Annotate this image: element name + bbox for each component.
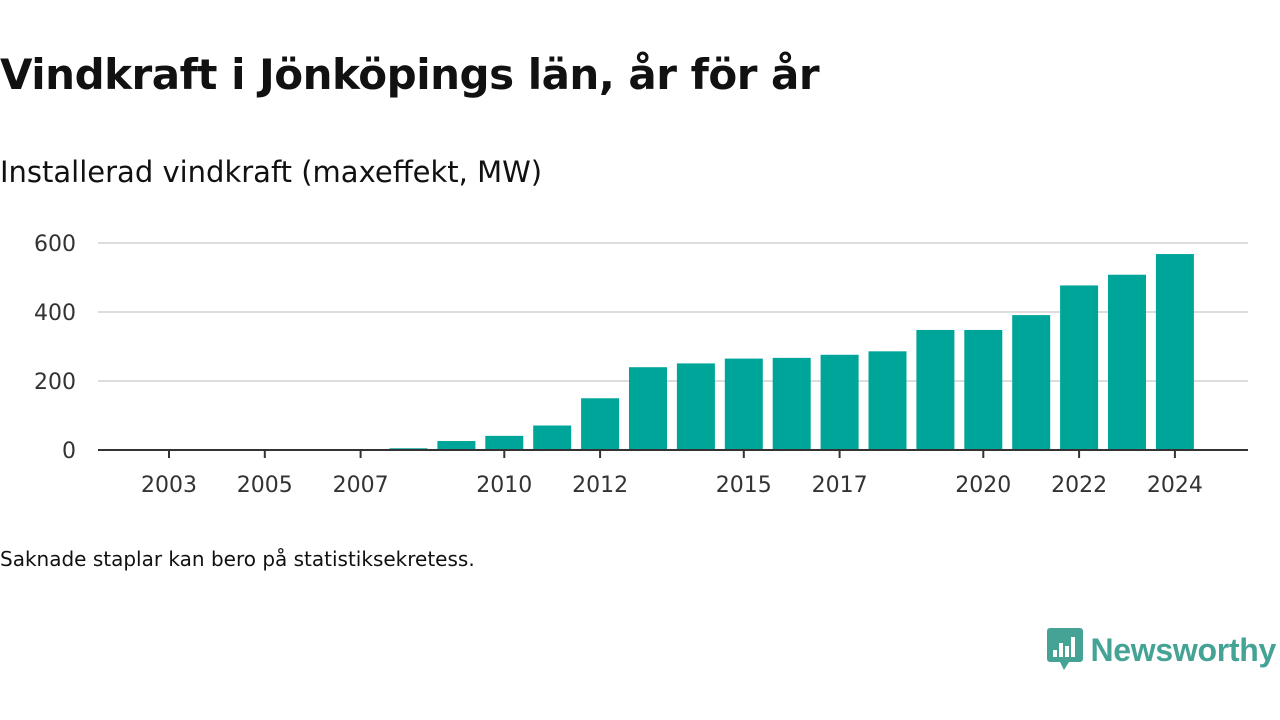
bar-2024 (1155, 254, 1194, 450)
y-tick-label-600: 600 (34, 232, 76, 257)
bar-2021 (1012, 315, 1051, 450)
axes (98, 449, 1248, 458)
bar-2014 (676, 363, 715, 450)
bar-2017 (820, 354, 859, 450)
bar-2023 (1108, 274, 1146, 450)
bar-2011 (533, 425, 572, 450)
newsworthy-logo[interactable]: Newsworthy (1046, 628, 1277, 672)
x-tick-label-2005: 2005 (237, 473, 293, 498)
bar-2020 (964, 329, 1003, 450)
chart-subtitle: Installerad vindkraft (maxeffekt, MW) (0, 155, 543, 189)
x-tick-label-2015: 2015 (716, 473, 772, 498)
x-tick-label-2012: 2012 (572, 473, 628, 498)
bar-2009 (437, 441, 476, 450)
chart-title: Vindkraft i Jönköpings län, år för år (0, 50, 820, 99)
bar-2019 (916, 329, 955, 450)
x-tick-label-2007: 2007 (333, 473, 389, 498)
bar-2015 (724, 358, 763, 450)
bar-2022 (1060, 285, 1099, 450)
x-tick-label-2017: 2017 (812, 473, 868, 498)
x-tick-label-2022: 2022 (1051, 473, 1107, 498)
footnote: Saknade staplar kan bero på statistiksek… (0, 547, 475, 571)
newsworthy-chat-icon (1046, 628, 1083, 670)
bar-2013 (629, 367, 667, 450)
gridlines (98, 242, 1248, 382)
bar-2012 (581, 398, 620, 450)
bar-2016 (772, 357, 811, 450)
x-tick-label-2020: 2020 (955, 473, 1011, 498)
bars (389, 254, 1194, 450)
brand-name: Newsworthy (1090, 631, 1277, 668)
y-tick-label-200: 200 (34, 370, 76, 395)
x-tick-label-2010: 2010 (476, 473, 532, 498)
y-tick-label-0: 0 (62, 439, 76, 464)
bar-2010 (485, 435, 524, 450)
y-tick-labels: 0 200 400 600 (34, 232, 76, 464)
x-tick-label-2003: 2003 (141, 473, 197, 498)
x-tick-label-2024: 2024 (1147, 473, 1203, 498)
bar-2018 (868, 351, 907, 450)
y-tick-label-400: 400 (34, 301, 76, 326)
x-tick-labels: 2003 2005 2007 2010 2012 2015 2017 2020 2022 2024 (141, 473, 1203, 498)
